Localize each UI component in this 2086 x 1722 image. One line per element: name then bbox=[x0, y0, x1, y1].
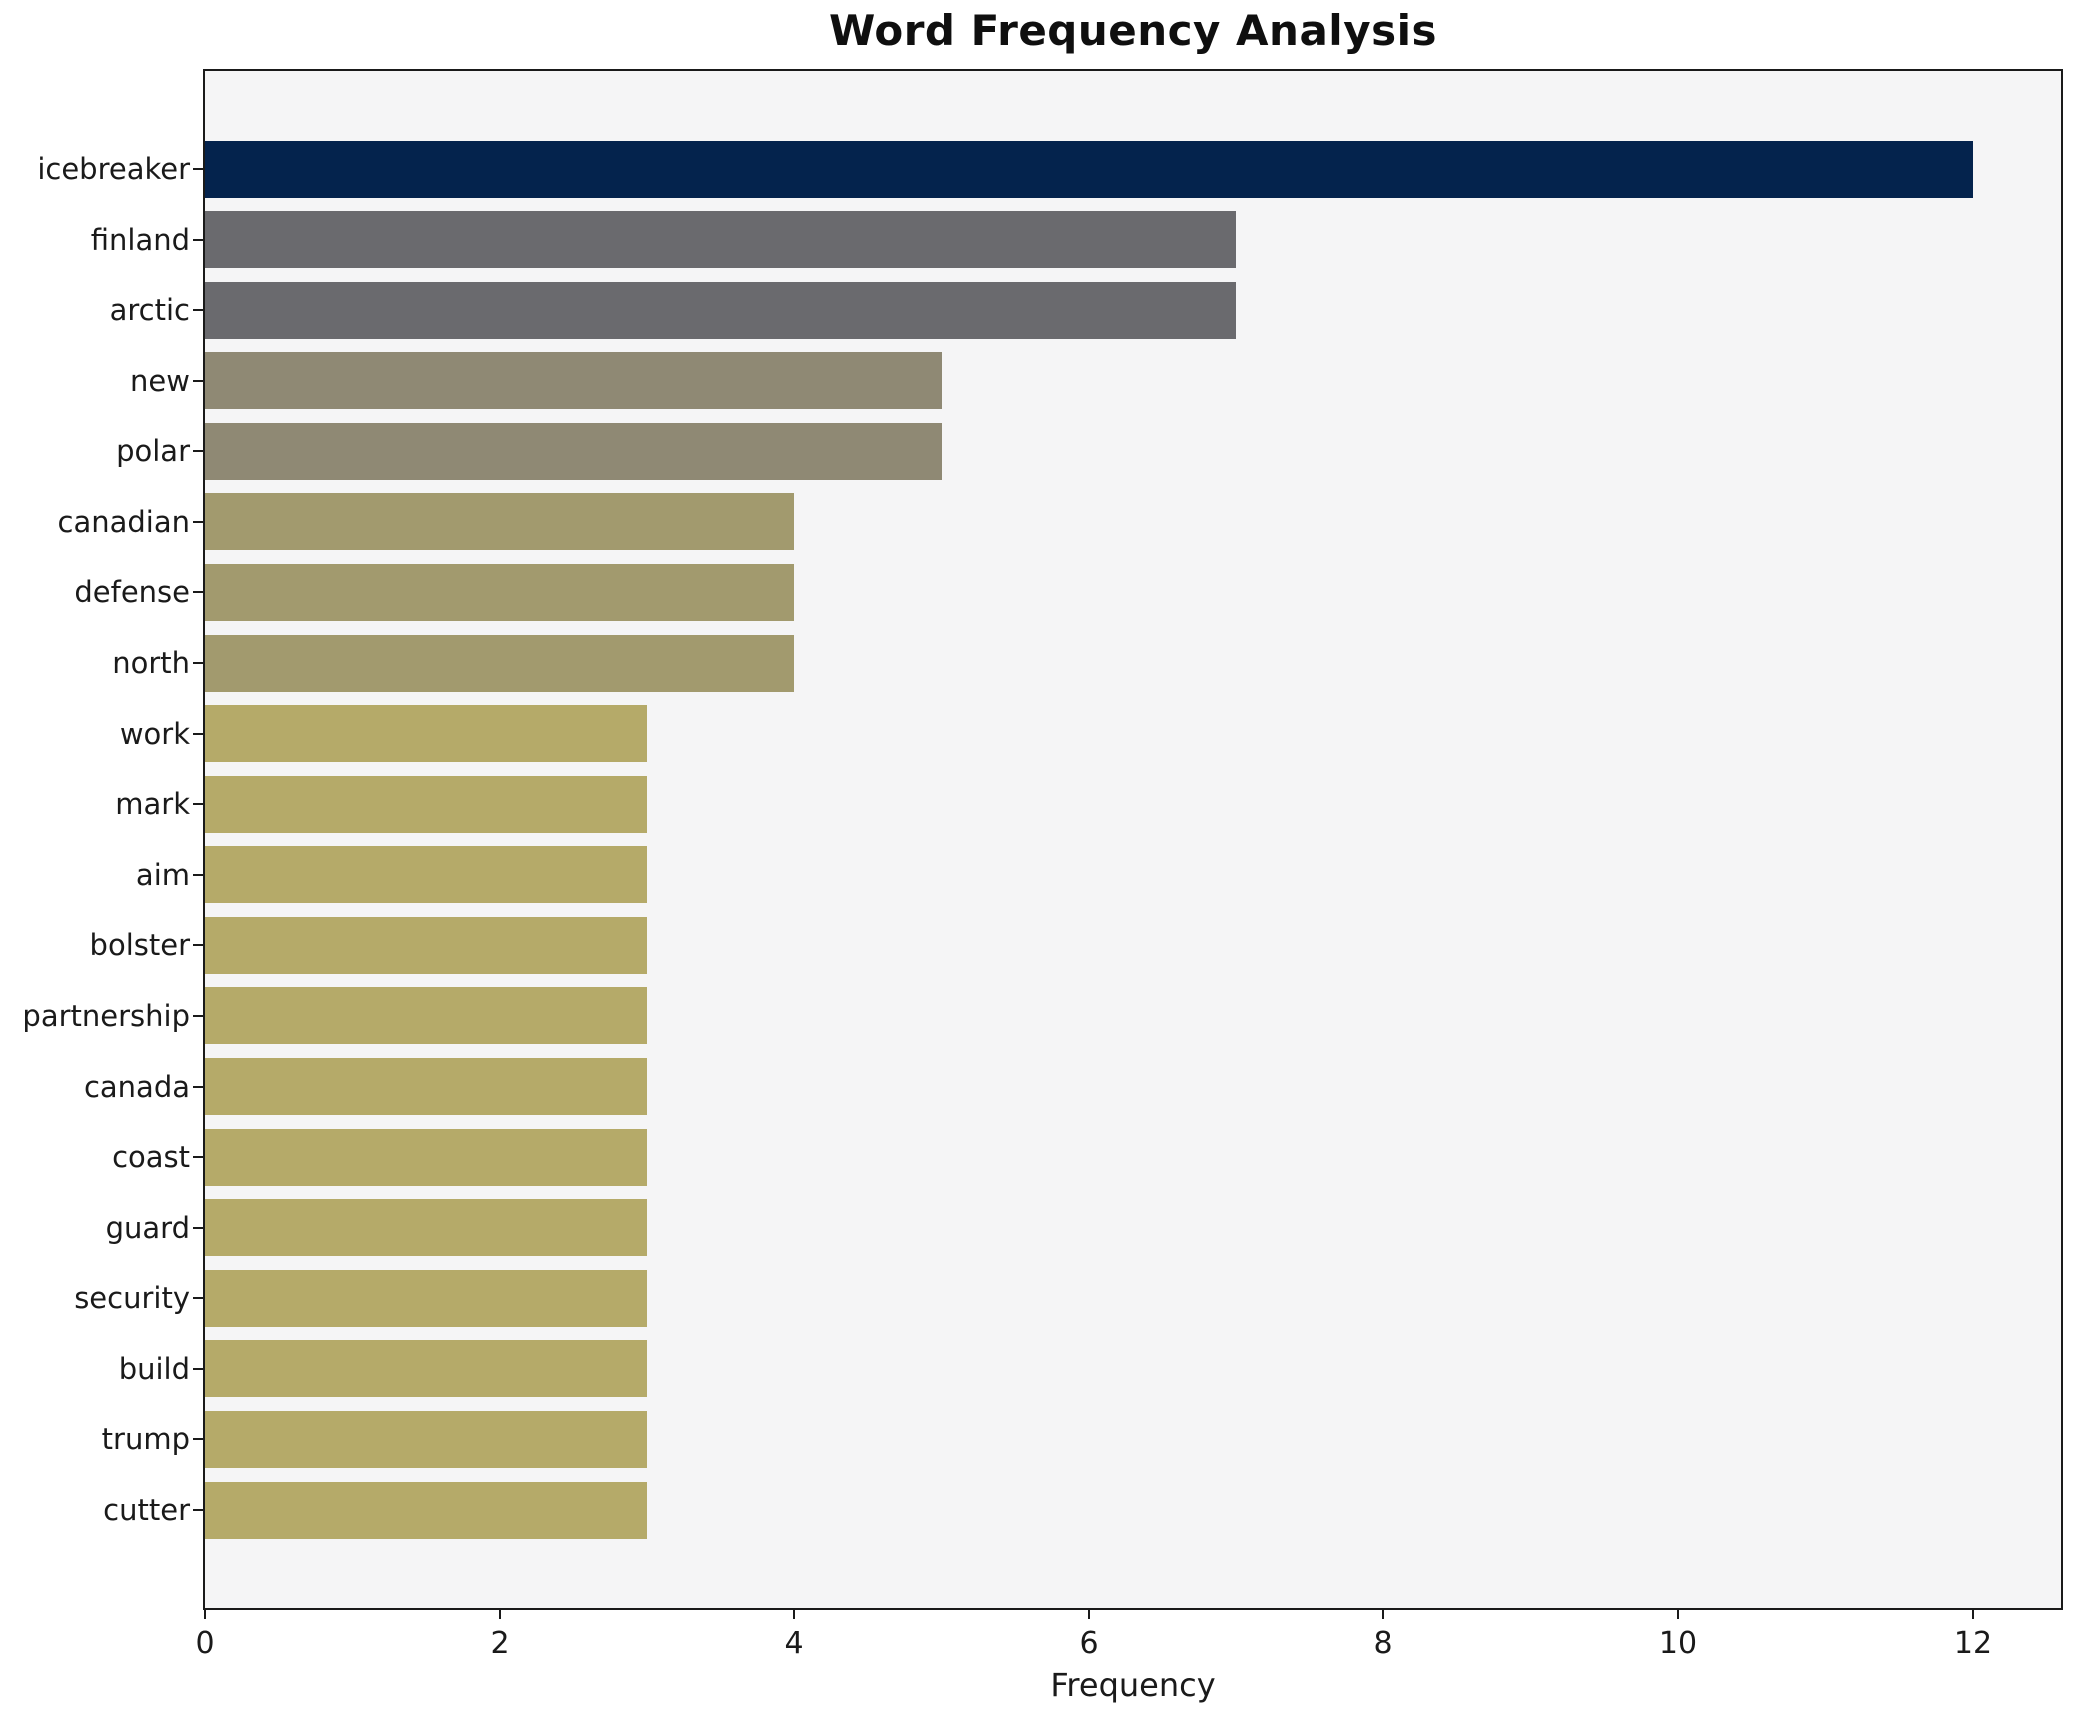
y-tick-mark bbox=[193, 591, 203, 593]
y-tick-label-guard: guard bbox=[105, 1211, 190, 1245]
y-tick-mark bbox=[193, 733, 203, 735]
y-tick-mark bbox=[193, 662, 203, 664]
bar-finland bbox=[205, 211, 1236, 268]
bar-mark bbox=[205, 776, 647, 833]
bar-coast bbox=[205, 1129, 647, 1186]
y-tick-label-new: new bbox=[130, 364, 190, 398]
bar-cutter bbox=[205, 1482, 647, 1539]
x-tick-mark bbox=[1088, 1610, 1090, 1619]
y-tick-label-bolster: bolster bbox=[89, 928, 190, 962]
y-tick-mark bbox=[193, 239, 203, 241]
bar-polar bbox=[205, 423, 942, 480]
x-tick-mark bbox=[1677, 1610, 1679, 1619]
bar-security bbox=[205, 1270, 647, 1327]
y-tick-label-defense: defense bbox=[74, 575, 190, 609]
y-tick-label-trump: trump bbox=[101, 1422, 190, 1456]
bar-north bbox=[205, 635, 794, 692]
y-tick-mark bbox=[193, 521, 203, 523]
y-tick-mark bbox=[193, 380, 203, 382]
y-tick-label-cutter: cutter bbox=[103, 1493, 190, 1527]
y-tick-mark bbox=[193, 1015, 203, 1017]
x-tick-mark bbox=[793, 1610, 795, 1619]
chart-title: Word Frequency Analysis bbox=[829, 6, 1437, 55]
bar-new bbox=[205, 352, 942, 409]
x-tick-label-6: 6 bbox=[1079, 1626, 1099, 1661]
y-tick-label-icebreaker: icebreaker bbox=[37, 152, 190, 186]
y-tick-label-aim: aim bbox=[135, 858, 190, 892]
bar-build bbox=[205, 1340, 647, 1397]
y-tick-label-arctic: arctic bbox=[109, 293, 190, 327]
y-tick-label-polar: polar bbox=[116, 434, 190, 468]
bar-aim bbox=[205, 846, 647, 903]
bar-icebreaker bbox=[205, 141, 1973, 198]
y-tick-mark bbox=[193, 1297, 203, 1299]
y-tick-mark bbox=[193, 1509, 203, 1511]
y-tick-label-security: security bbox=[74, 1281, 190, 1315]
y-tick-mark bbox=[193, 309, 203, 311]
y-tick-mark bbox=[193, 1156, 203, 1158]
y-tick-label-work: work bbox=[119, 717, 190, 751]
y-tick-mark bbox=[193, 1438, 203, 1440]
y-tick-mark bbox=[193, 874, 203, 876]
y-tick-mark bbox=[193, 168, 203, 170]
bar-guard bbox=[205, 1199, 647, 1256]
y-tick-label-build: build bbox=[118, 1352, 190, 1386]
y-tick-label-mark: mark bbox=[115, 787, 190, 821]
bar-arctic bbox=[205, 282, 1236, 339]
x-tick-mark bbox=[1382, 1610, 1384, 1619]
x-tick-label-2: 2 bbox=[490, 1626, 510, 1661]
x-tick-label-8: 8 bbox=[1373, 1626, 1393, 1661]
y-tick-label-canada: canada bbox=[83, 1070, 190, 1104]
x-tick-label-12: 12 bbox=[1953, 1626, 1993, 1661]
bar-canadian bbox=[205, 493, 794, 550]
y-tick-label-finland: finland bbox=[90, 223, 190, 257]
bar-partnership bbox=[205, 987, 647, 1044]
y-tick-mark bbox=[193, 1086, 203, 1088]
bar-work bbox=[205, 705, 647, 762]
bar-trump bbox=[205, 1411, 647, 1468]
bar-canada bbox=[205, 1058, 647, 1115]
y-tick-mark bbox=[193, 944, 203, 946]
y-tick-label-canadian: canadian bbox=[57, 505, 190, 539]
x-tick-mark bbox=[499, 1610, 501, 1619]
plot-area bbox=[203, 69, 2063, 1610]
x-tick-label-10: 10 bbox=[1658, 1626, 1698, 1661]
y-tick-label-north: north bbox=[112, 646, 190, 680]
x-tick-label-4: 4 bbox=[784, 1626, 804, 1661]
bar-bolster bbox=[205, 917, 647, 974]
bar-defense bbox=[205, 564, 794, 621]
y-tick-label-coast: coast bbox=[112, 1140, 190, 1174]
y-tick-mark bbox=[193, 1368, 203, 1370]
y-tick-label-partnership: partnership bbox=[22, 999, 190, 1033]
x-tick-mark bbox=[1972, 1610, 1974, 1619]
y-tick-mark bbox=[193, 803, 203, 805]
y-tick-mark bbox=[193, 1227, 203, 1229]
y-tick-mark bbox=[193, 450, 203, 452]
x-tick-label-0: 0 bbox=[195, 1626, 215, 1661]
x-tick-mark bbox=[204, 1610, 206, 1619]
x-axis-title: Frequency bbox=[1050, 1666, 1216, 1704]
